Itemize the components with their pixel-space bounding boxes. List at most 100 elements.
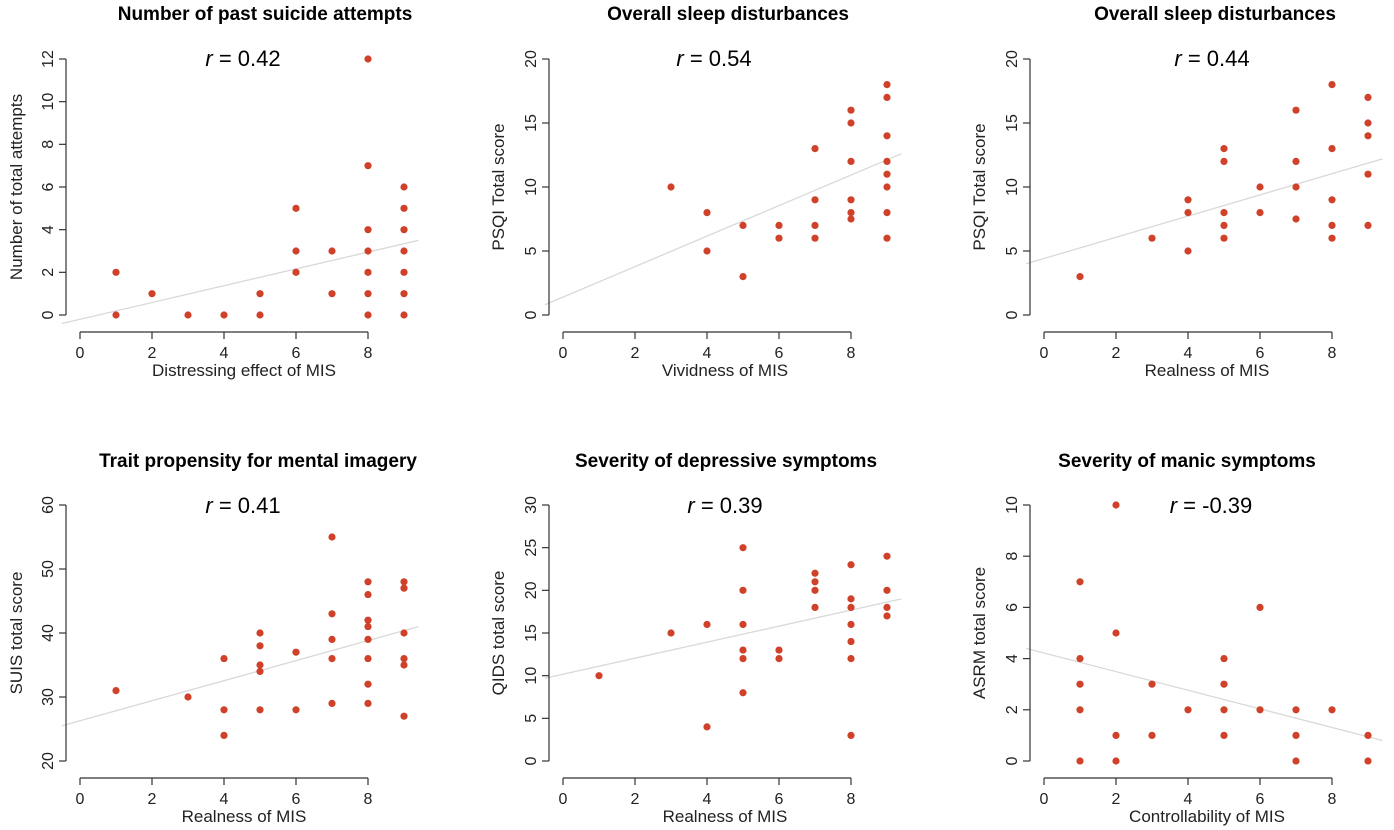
x-tick-label: 0 [559,345,568,362]
data-point [1184,706,1192,714]
data-point [739,620,747,629]
data-point [775,234,783,242]
data-point [1328,706,1336,714]
scatter-panel: Overall sleep disturbances r = 0.54 0 5 10 15… [489,4,902,380]
y-tick-label: 2 [1004,705,1021,714]
data-point [703,620,711,629]
data-point [400,578,408,586]
x-tick-label: 0 [559,791,568,808]
data-point [883,209,891,217]
data-point [364,635,372,644]
data-point [256,661,264,669]
x-tick-label: 8 [364,345,373,362]
x-tick-label: 0 [76,791,85,808]
data-point [1328,221,1336,229]
y-axis-label: SUIS total score [7,572,26,695]
correlation-value: = 0.39 [695,493,763,518]
scatter-panel: Severity of manic symptoms r = -0.39 0 2 4 6 8… [970,451,1383,826]
y-tick-label: 20 [40,752,57,770]
x-tick-label: 6 [1256,791,1265,808]
data-point [400,584,408,592]
panel-title: Overall sleep disturbances [607,4,849,25]
y-tick-label: 0 [1004,756,1021,765]
correlation-symbol: r [205,46,214,71]
data-point [847,196,855,204]
data-point [739,273,747,281]
data-point [292,247,300,255]
data-point [847,106,855,114]
data-point [1328,81,1336,89]
y-tick-label: 30 [523,496,540,514]
data-point [1292,706,1300,714]
x-tick-label: 2 [1112,345,1121,362]
data-point [400,247,408,255]
data-point [364,616,372,624]
y-tick-label: 6 [40,182,57,191]
data-point [328,635,336,644]
data-point [667,629,675,637]
data-point [1220,221,1228,229]
data-point [847,119,855,127]
y-tick-label: 0 [523,756,540,765]
y-tick-label: 8 [1004,552,1021,561]
x-tick-label: 6 [775,345,784,362]
y-tick-label: 4 [40,225,57,234]
y-tick-label: 5 [523,246,540,255]
data-point [400,290,408,298]
x-tick-label: 8 [847,345,856,362]
regression-line [61,239,419,325]
correlation-symbol: r [1174,46,1183,71]
data-point [739,586,747,594]
data-point [256,706,264,714]
x-tick-label: 0 [76,345,85,362]
data-point [775,221,783,229]
y-tick-label: 10 [523,667,540,685]
data-point [256,642,264,650]
data-point [364,591,372,599]
data-point [1220,209,1228,217]
data-point [364,268,372,276]
x-axis-label: Realness of MIS [663,807,788,826]
data-point [256,629,264,637]
data-point [256,311,264,319]
data-point [400,311,408,319]
data-point [811,234,819,242]
data-point [883,603,891,612]
data-point [184,693,192,701]
data-point [1364,93,1372,101]
data-point [292,648,300,656]
data-point [1256,209,1264,217]
correlation-label: r = 0.42 [205,46,280,71]
data-point [1184,247,1192,255]
regression-line [544,153,902,306]
regression-line [1025,647,1383,742]
x-tick-label: 4 [220,345,229,362]
x-tick-label: 2 [148,345,157,362]
data-point [1364,119,1372,127]
data-point [364,226,372,234]
data-point [364,55,372,63]
data-point [220,655,228,663]
data-point [1220,706,1228,714]
data-point [847,637,855,646]
y-tick-label: 6 [1004,603,1021,612]
data-point [1292,757,1300,765]
data-point [400,268,408,276]
data-point [328,610,336,618]
x-axis-label: Realness of MIS [182,807,307,826]
regression-line [544,598,902,679]
y-tick-label: 10 [1004,496,1021,514]
data-point [739,646,747,654]
data-point [1220,157,1228,165]
y-tick-label: 10 [1004,178,1021,196]
x-tick-label: 8 [1328,791,1337,808]
y-tick-label: 20 [523,581,540,599]
data-point [400,183,408,191]
y-axis-label: QIDS total score [489,571,508,696]
data-point [1148,680,1156,688]
data-point [1148,234,1156,242]
data-point [364,311,372,319]
data-point [1112,629,1120,637]
x-tick-label: 6 [292,791,301,808]
